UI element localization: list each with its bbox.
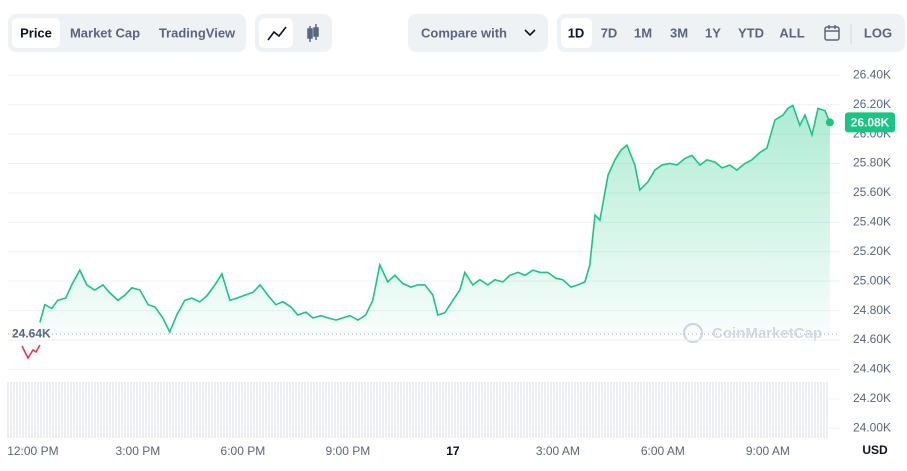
range-button[interactable]: ALL xyxy=(779,25,804,40)
log-button[interactable]: LOG xyxy=(864,25,892,40)
currency-label: USD xyxy=(862,443,888,457)
y-tick-label: 25.20K xyxy=(853,244,891,258)
range-button[interactable]: 1D xyxy=(568,25,585,40)
y-tick-label: 24.00K xyxy=(853,420,891,434)
x-tick-label: 12:00 PM xyxy=(7,444,58,458)
y-tick-label: 24.40K xyxy=(853,362,891,376)
x-tick-label: 9:00 PM xyxy=(326,444,371,458)
range-button[interactable]: 7D xyxy=(601,25,618,40)
range-button[interactable]: 1Y xyxy=(705,25,721,40)
view-button[interactable]: TradingView xyxy=(159,25,236,40)
compare-dropdown[interactable] xyxy=(408,14,548,52)
volume-band xyxy=(7,382,828,438)
x-tick-label: 6:00 AM xyxy=(641,444,685,458)
y-tick-label: 24.20K xyxy=(853,391,891,405)
view-button[interactable]: Market Cap xyxy=(70,25,140,40)
range-button[interactable]: YTD xyxy=(738,25,764,40)
y-tick-label: 24.80K xyxy=(853,303,891,317)
range-button[interactable]: 1M xyxy=(634,25,652,40)
x-tick-label: 17 xyxy=(446,444,460,458)
range-selected[interactable] xyxy=(561,18,592,48)
y-tick-label: 25.60K xyxy=(853,185,891,199)
view-group xyxy=(8,14,246,52)
x-tick-label: 9:00 AM xyxy=(746,444,790,458)
x-tick-label: 3:00 PM xyxy=(116,444,161,458)
last-point xyxy=(825,118,834,127)
view-button[interactable]: Price xyxy=(20,25,52,40)
y-tick-label: 24.60K xyxy=(853,332,891,346)
y-tick-label: 25.80K xyxy=(853,156,891,170)
range-group xyxy=(557,14,905,52)
y-tick-label: 26.20K xyxy=(853,97,891,111)
chevron xyxy=(524,29,536,37)
y-tick-label: 26.40K xyxy=(853,67,891,81)
x-tick-label: 3:00 AM xyxy=(536,444,580,458)
open-marker xyxy=(21,344,41,360)
last-price-badge xyxy=(845,112,895,133)
y-tick-label: 25.40K xyxy=(853,215,891,229)
view-selected[interactable] xyxy=(12,18,60,48)
candle-icon[interactable] xyxy=(307,24,319,42)
price-line xyxy=(39,104,831,334)
x-tick-label: 6:00 PM xyxy=(221,444,266,458)
area xyxy=(39,105,830,335)
compare-label: Compare with xyxy=(421,25,507,40)
last-price-label: 26.08K xyxy=(851,116,890,130)
y-tick-label: 25.00K xyxy=(853,273,891,287)
line-icon xyxy=(267,26,287,41)
calendar-icon[interactable] xyxy=(824,25,840,41)
range-button[interactable]: 3M xyxy=(670,25,688,40)
